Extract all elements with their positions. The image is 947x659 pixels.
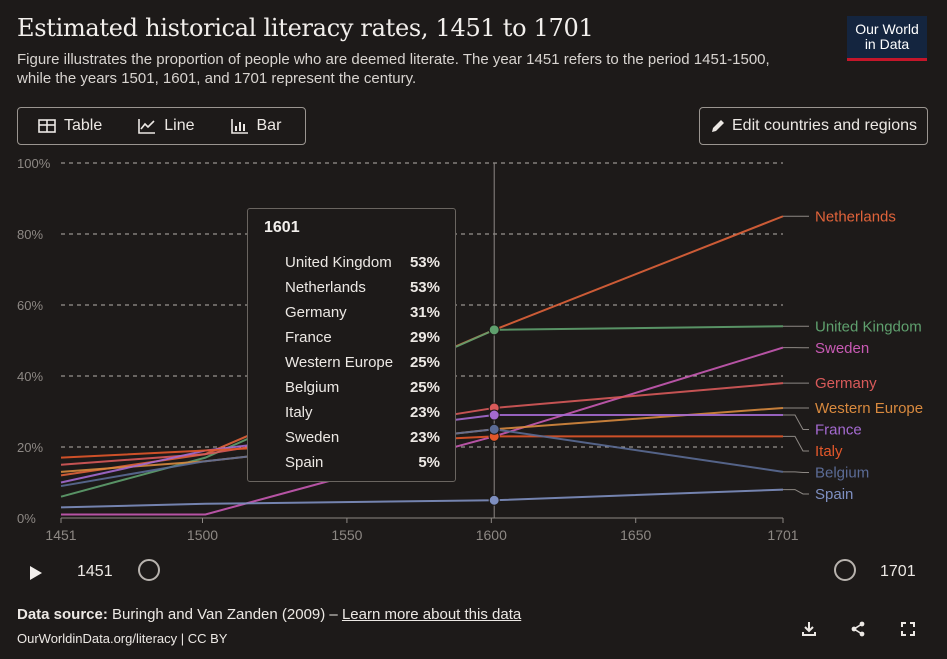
logo-line-2: in Data [864, 36, 910, 52]
label-connector [783, 414, 809, 430]
x-tick-label: 1451 [45, 527, 76, 543]
tooltip-row-name: United Kingdom [285, 254, 392, 271]
data-point [488, 324, 500, 336]
owid-logo[interactable]: Our World in Data [847, 16, 927, 61]
x-tick-label: 1701 [767, 527, 798, 543]
download-icon[interactable] [800, 620, 818, 638]
tooltip-row: Italy 23% [285, 404, 440, 421]
timeline-end-handle[interactable] [834, 559, 856, 581]
y-tick-label: 0% [17, 511, 36, 526]
tooltip-row-name: Italy [285, 404, 313, 421]
series-label: Sweden [815, 340, 869, 357]
x-tick-label: 1500 [187, 527, 218, 543]
y-tick-label: 60% [17, 298, 43, 313]
tab-bar[interactable]: Bar [230, 117, 282, 135]
tooltip-row-value: 5% [418, 454, 440, 471]
tooltip-row-value: 31% [409, 304, 440, 321]
tooltip-year: 1601 [264, 219, 300, 236]
share-icon[interactable] [849, 620, 867, 638]
play-icon[interactable] [30, 566, 42, 580]
label-connector [783, 435, 809, 452]
bar-chart-icon [230, 119, 248, 134]
tooltip-row-value: 53% [409, 254, 440, 271]
tooltip: 1601 United Kingdom 53% Netherlands 53% Germ… [247, 208, 456, 482]
source-text: Buringh and Van Zanden (2009) – [112, 606, 338, 623]
tooltip-row-value: 25% [409, 379, 440, 396]
series-label: United Kingdom [815, 318, 922, 335]
tooltip-row-name: Belgium [285, 379, 340, 396]
tab-line[interactable]: Line [138, 117, 195, 135]
source-prefix: Data source: [17, 606, 108, 623]
edit-countries-label: Edit countries and regions [732, 117, 917, 134]
tooltip-row: United Kingdom 53% [285, 254, 440, 271]
line-chart-icon [138, 119, 156, 134]
tooltip-row: Germany 31% [285, 304, 440, 321]
tab-line-label: Line [164, 117, 195, 134]
chart-title: Estimated historical literacy rates, 145… [17, 14, 594, 42]
tooltip-row: Spain 5% [285, 454, 440, 471]
tooltip-row-value: 23% [409, 429, 440, 446]
y-tick-label: 80% [17, 227, 43, 242]
timeline-start-handle[interactable] [138, 559, 160, 581]
pencil-icon [712, 120, 724, 132]
series-label: Netherlands [815, 208, 896, 225]
timeline-start-label: 1451 [77, 563, 113, 580]
tab-table-label: Table [64, 117, 103, 134]
data-point [488, 423, 500, 435]
tooltip-row-name: Netherlands [285, 279, 366, 296]
tooltip-row: Western Europe 25% [285, 354, 440, 371]
tooltip-row-value: 23% [409, 404, 440, 421]
x-tick-label: 1550 [331, 527, 362, 543]
series-label: Italy [815, 443, 843, 460]
timeline: 1451 1701 [0, 555, 947, 590]
series-label: Germany [815, 375, 877, 392]
tooltip-row: Belgium 25% [285, 379, 440, 396]
source-url[interactable]: OurWorldinData.org/literacy | CC BY [17, 631, 228, 646]
y-tick-label: 40% [17, 369, 43, 384]
series-label: Western Europe [815, 400, 923, 417]
table-icon [38, 119, 56, 133]
tooltip-row-name: Germany [285, 304, 347, 321]
series-line-spain [60, 488, 784, 509]
series-label: Spain [815, 486, 853, 503]
line-chart: 0% 20% 40% 60% 80% 100% 1451 1500 1550 1600 1650 17… [17, 156, 923, 543]
logo-line-1: Our World [855, 21, 919, 37]
tooltip-row-name: Western Europe [285, 354, 394, 371]
timeline-end-label: 1701 [880, 563, 916, 580]
tooltip-row: Netherlands 53% [285, 279, 440, 296]
tooltip-row-name: Sweden [285, 429, 340, 446]
y-tick-label: 100% [17, 156, 51, 171]
label-connector [783, 489, 809, 495]
data-point [488, 409, 500, 421]
tooltip-row: Sweden 23% [285, 429, 440, 446]
chart-subtitle: Figure illustrates the proportion of peo… [17, 51, 770, 87]
series-label: France [815, 421, 862, 438]
learn-more-link[interactable]: Learn more about this data [341, 606, 522, 623]
y-tick-label: 20% [17, 440, 43, 455]
data-point [488, 494, 500, 506]
tooltip-row-value: 25% [409, 354, 440, 371]
tab-bar-label: Bar [256, 117, 282, 134]
tooltip-row-name: Spain [285, 454, 324, 471]
series-label: Belgium [815, 464, 869, 481]
data-source: Data source: Buringh and Van Zanden (200… [17, 606, 521, 623]
label-connector [783, 471, 809, 473]
view-tabs: Table Line Bar [17, 107, 306, 145]
tooltip-row-value: 53% [409, 279, 440, 296]
tab-table[interactable]: Table [38, 117, 102, 135]
edit-countries-button[interactable]: Edit countries and regions [699, 107, 928, 145]
tooltip-row: France 29% [285, 329, 440, 346]
fullscreen-icon[interactable] [899, 620, 917, 638]
tooltip-row-value: 29% [409, 329, 440, 346]
x-tick-label: 1600 [476, 527, 507, 543]
x-tick-label: 1650 [620, 527, 651, 543]
tooltip-row-name: France [285, 329, 332, 346]
